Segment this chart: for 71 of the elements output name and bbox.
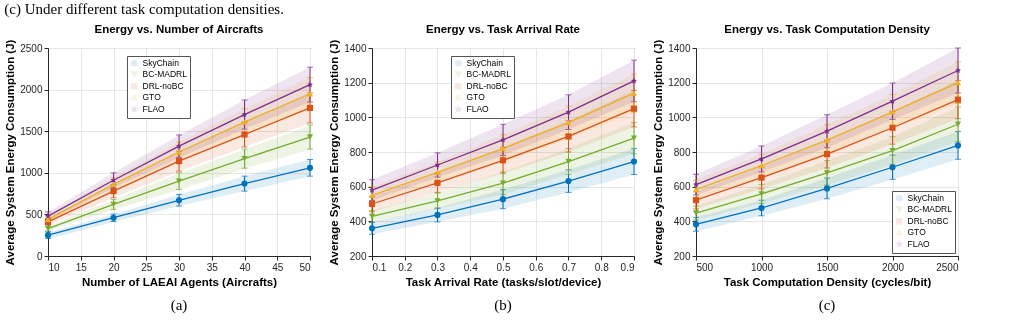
x-tick-label: 1000 — [750, 261, 774, 273]
x-tick-label: 50 — [299, 261, 311, 273]
text: (c) — [818, 297, 836, 314]
x-tick-label: 0.5 — [496, 261, 511, 273]
legend-label: DRL-noBC — [466, 81, 508, 92]
y-axis-title: Average System Energy Consumption (J) — [652, 39, 665, 266]
legend-label: BC-MADRL — [142, 69, 188, 80]
y-tick-label: 500 — [25, 208, 43, 220]
y-axis-title: Average System Energy Consumption (J) — [328, 39, 341, 266]
text: (a) — [170, 297, 188, 314]
y-tick-label: 600 — [673, 181, 691, 193]
x-tick-label: 0.2 — [398, 261, 413, 273]
y-tick-label: 2500 — [20, 42, 43, 54]
y-tick-label: 800 — [673, 146, 691, 158]
text: (b) — [494, 297, 512, 314]
chart-title: Energy vs. Task Arrival Rate — [425, 22, 581, 35]
legend-label: GTO — [466, 92, 486, 103]
legend-label: SkyChain — [907, 193, 945, 204]
y-tick-label: 400 — [349, 215, 367, 227]
y-tick-label: 1000 — [344, 111, 367, 123]
x-tick-label: 0.4 — [463, 261, 479, 273]
x-tick-label: 0.7 — [562, 261, 577, 273]
x-tick-label: 0.8 — [594, 261, 610, 273]
y-tick-label: 0 — [36, 250, 43, 262]
y-tick-label: 1400 — [668, 42, 691, 54]
legend-label: SkyChain — [142, 58, 180, 69]
x-tick-label: 2000 — [881, 261, 905, 273]
x-tick-label: 0.3 — [431, 261, 446, 273]
x-axis-title: Number of LAEAI Agents (Aircrafts) — [81, 275, 278, 288]
x-tick-label: 0.6 — [529, 261, 544, 273]
x-tick-label: 30 — [173, 261, 186, 273]
x-tick-label: 15 — [75, 261, 88, 273]
chart-title: Energy vs. Task Computation Density — [724, 22, 931, 35]
x-tick-label: 45 — [272, 261, 284, 273]
x-tick-label: 20 — [108, 261, 120, 273]
legend-label: GTO — [907, 227, 927, 238]
x-tick-label: 500 — [696, 261, 714, 273]
text: (c) Under different task computation densities. — [4, 1, 284, 19]
y-tick-label: 200 — [349, 250, 367, 262]
y-tick-label: 2000 — [20, 84, 43, 96]
x-tick-label: 0.9 — [620, 261, 635, 273]
x-tick-label: 40 — [239, 261, 251, 273]
legend-label: FLAO — [907, 239, 931, 250]
legend-label: SkyChain — [466, 58, 504, 69]
y-axis-title: Average System Energy Consumption (J) — [4, 39, 17, 266]
legend-label: FLAO — [142, 104, 166, 115]
x-axis-title: Task Arrival Rate (tasks/slot/device) — [405, 275, 602, 288]
y-tick-label: 1400 — [344, 42, 367, 54]
x-tick-label: 25 — [141, 261, 153, 273]
y-tick-label: 1000 — [668, 111, 691, 123]
legend-label: BC-MADRL — [907, 204, 953, 215]
legend-label: GTO — [142, 92, 162, 103]
y-tick-label: 200 — [673, 250, 691, 262]
x-tick-label: 1500 — [816, 261, 840, 273]
y-tick-label: 1200 — [668, 77, 691, 89]
x-tick-label: 0.1 — [372, 261, 387, 273]
legend-label: DRL-noBC — [142, 81, 184, 92]
x-tick-label: 35 — [206, 261, 219, 273]
y-tick-label: 1200 — [344, 77, 367, 89]
x-tick-label: 10 — [48, 261, 61, 273]
y-tick-label: 600 — [349, 181, 367, 193]
legend-label: FLAO — [466, 104, 490, 115]
legend-label: DRL-noBC — [907, 216, 949, 227]
x-axis-title: Task Computation Density (cycles/bit) — [723, 275, 932, 288]
legend-label: BC-MADRL — [466, 69, 512, 80]
y-tick-label: 400 — [673, 215, 691, 227]
y-tick-label: 800 — [349, 146, 367, 158]
x-tick-label: 2500 — [936, 261, 959, 273]
y-tick-label: 1000 — [20, 167, 43, 179]
y-tick-label: 1500 — [20, 125, 43, 137]
chart-title: Energy vs. Number of Aircrafts — [94, 22, 264, 35]
